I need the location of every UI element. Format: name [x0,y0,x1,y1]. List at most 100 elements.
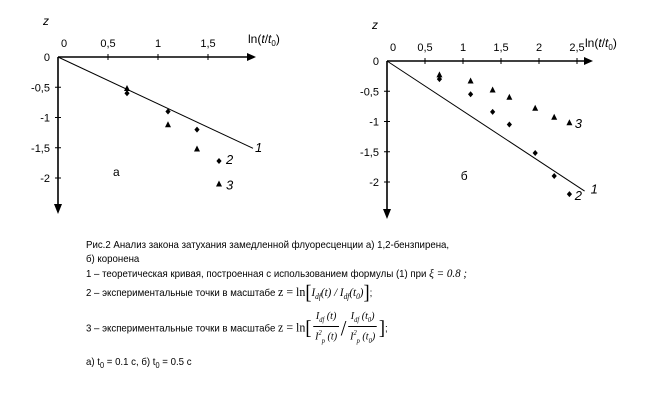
formula-3-tail: ; [385,322,388,335]
formula-3-den2-arg: (t [359,330,369,343]
x-axis-label-part: t [605,36,609,50]
y-tick-label: -0,5 [360,86,379,98]
diamond-point [468,91,474,98]
x-axis-label-part: ) [276,32,280,46]
caption-line-6-end: = 0.5 c [159,356,192,369]
formula-3-fraction-2-num: Idf (t0) [348,310,378,328]
formula-2-t: (t) / [320,285,340,299]
x-axis-label-part: ) [613,36,617,50]
diamond-point [124,90,130,97]
theory-line-1 [57,56,254,149]
formula-3-num1-arg: (t) [324,310,337,323]
curve-label-3: 3 [226,177,234,192]
diamond-point [532,149,538,156]
formula-3-den1-arg: (t) [324,330,338,343]
x-axis-label-part: 0 [608,43,613,52]
y-axis-label: z [42,14,49,28]
x-axis-label-part: 0 [271,39,276,48]
formula-2-lhs: z = ln [278,284,306,299]
triangle-point [124,84,130,91]
triangle-point [216,180,222,187]
caption-line-2: б) коронена [86,253,140,265]
x-tick-label: 0 [61,38,67,50]
formula-3-slash: / [340,315,347,341]
formula-3-num1-I: I [315,310,320,323]
x-axis-arrow-b [584,57,593,65]
caption-line-4-text: 2 – экспериментальные точки в масштабе [86,287,276,299]
caption-line-6-b-sub: 0 [155,361,160,371]
caption-line-5: 3 – экспериментальные точки в масштабе z… [86,310,601,347]
x-axis-label-part: / [265,32,269,46]
diamond-point [216,158,222,165]
x-tick-label: 0 [390,42,396,54]
y-tick-label: -2 [369,177,379,189]
curve-label-1: 1 [255,140,262,155]
curve-label-1: 1 [591,181,598,196]
formula-3-den1-sub: p [321,337,325,346]
y-tick-label: -1 [40,113,50,125]
diamond-point [194,126,200,133]
x-tick-label: 1,5 [493,42,508,54]
curve-label-3: 3 [575,116,583,131]
formula-2-I1: I [311,285,316,299]
formula-3-num1-sub: df [319,316,325,325]
x-axis-label-part: t [261,32,265,46]
caption-line-6-a: а) t [86,356,100,369]
x-tick-label: 1 [155,38,161,50]
x-axis-label: ln(t/t0) [248,32,280,48]
formula-3-fraction-2-den: I2p (t0) [348,327,377,347]
formula-2-end: ) [359,285,364,299]
x-tick-label: 2,5 [569,42,584,54]
caption-line-3: 1 – теоретическая кривая, построенная с … [86,266,601,281]
formula-3-fraction-1: Idf (t) I2p (t) [313,310,339,347]
x-axis-label: ln(t/t0) [585,36,617,52]
caption-line-4: 2 – экспериментальные точки в масштабе z… [86,282,601,305]
diamond-point [551,172,557,179]
formula-3-close-bracket: ] [378,317,386,340]
formula-3-den2-arg-end: ) [371,330,376,343]
formula-3-num2-arg: (t [359,310,368,323]
y-tick-label: 0 [373,56,379,68]
triangle-point [467,77,474,84]
curve-label-2: 2 [225,152,234,167]
y-tick-label: 0 [44,52,50,64]
panel-label: а [113,165,120,179]
formula-3-fraction-2: Idf (t0) I2p (t0) [348,310,378,347]
formula-3-den2-arg-sub: 0 [368,337,372,346]
formula-3-num2-sub: df [354,316,360,325]
formula-3-den2-sub: p [356,337,360,346]
y-tick-label: -2 [40,173,50,185]
formula-3-den2-I: I [350,330,354,343]
formula-2-close-bracket: ] [363,282,370,305]
triangle-point [165,121,171,128]
formula-2-tail: ; [369,287,373,299]
y-axis-arrow-b [383,209,391,219]
x-tick-label: 0,5 [100,38,115,50]
diamond-point [436,76,443,83]
formula-2-t0-sub: 0 [356,292,360,302]
triangle-point [532,104,539,111]
formula-3-den2-sup: 2 [353,329,357,338]
y-tick-label: -1,5 [360,147,379,159]
formula-2-open-bracket: [ [305,282,312,305]
triangle-point [551,113,558,120]
figure-caption: Рис.2 Анализ закона затухания замедленно… [86,238,601,373]
diamond-point [506,121,512,128]
diamond-point [490,108,496,115]
formula-3-num2-arg-end: ) [371,310,375,323]
triangle-point [566,119,573,126]
y-axis-label: z [371,18,378,32]
curve-label-2: 2 [574,188,583,203]
caption-xi-value: ξ = 0.8 ; [429,266,468,280]
formula-2-I2: I [339,285,344,299]
y-tick-label: -0,5 [31,82,50,94]
formula-2-t0: (t [349,285,357,299]
x-axis-label-part: ln( [248,32,261,46]
x-axis-label-part: / [602,36,606,50]
caption-line-1: Рис.2 Анализ закона затухания замедленно… [86,239,450,251]
x-tick-label: 1 [460,42,466,54]
x-axis-label-part: t [268,32,272,46]
diamond-point [165,108,171,115]
